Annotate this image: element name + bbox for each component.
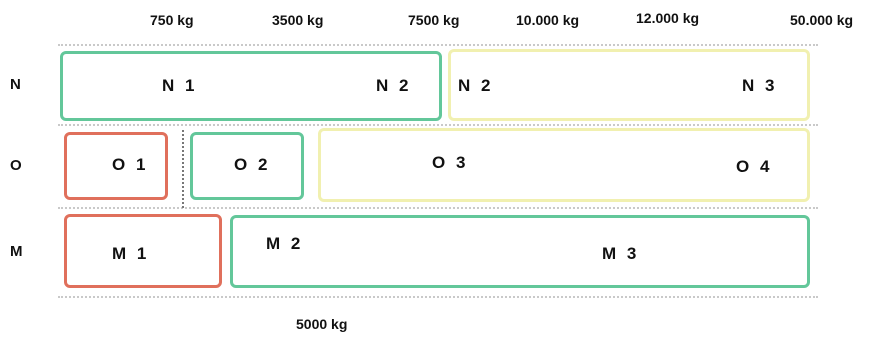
tick-3500kg: 3500 kg [272, 12, 324, 28]
box-n2-n3 [448, 49, 810, 121]
row-label-n: N [10, 76, 21, 93]
class-m1: M 1 [112, 244, 150, 263]
box-m2-m3 [230, 215, 810, 288]
class-n2-left: N 2 [376, 76, 412, 95]
separator-top [58, 44, 818, 46]
tick-50000kg: 50.000 kg [790, 12, 854, 28]
class-o3: O 3 [432, 153, 469, 172]
box-m1 [64, 214, 222, 288]
tick-10000kg: 10.000 kg [516, 12, 580, 28]
box-o2 [190, 132, 304, 200]
tick-12000kg: 12.000 kg [636, 10, 700, 26]
box-o1 [64, 132, 168, 200]
class-m2: M 2 [266, 234, 304, 253]
class-n1: N 1 [162, 76, 198, 95]
class-o4: O 4 [736, 157, 773, 176]
separator-n-o [58, 124, 818, 126]
separator-bottom [58, 296, 818, 298]
class-o1: O 1 [112, 155, 149, 174]
class-n3: N 3 [742, 76, 778, 95]
tick-7500kg: 7500 kg [408, 12, 460, 28]
row-label-o: O [10, 157, 22, 174]
class-o2: O 2 [234, 155, 271, 174]
class-n2-right: N 2 [458, 76, 494, 95]
box-o3-o4 [318, 128, 810, 202]
row-label-m: M [10, 243, 23, 260]
class-m3: M 3 [602, 244, 640, 263]
separator-o1-o2 [182, 130, 184, 208]
separator-o-m [58, 207, 818, 209]
tick-750kg: 750 kg [150, 12, 194, 28]
tick-5000kg: 5000 kg [296, 316, 348, 332]
box-n1-n2 [60, 51, 442, 121]
